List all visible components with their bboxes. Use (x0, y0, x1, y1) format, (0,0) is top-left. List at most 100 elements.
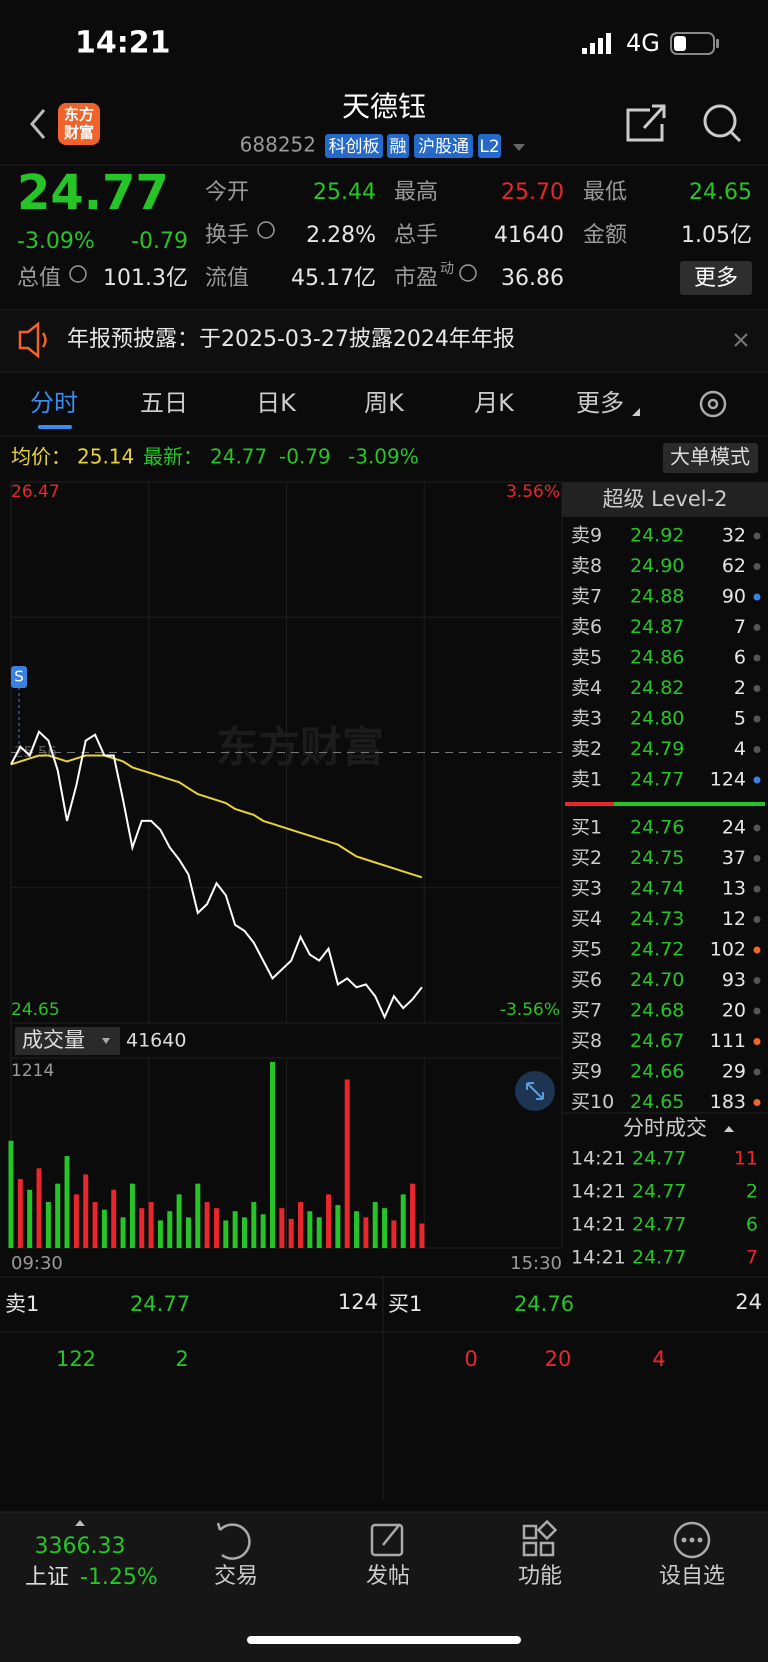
trade-qty: 11 (734, 1148, 758, 1170)
stock-name: 天德钰 (342, 90, 426, 123)
dropdown-arrow[interactable] (513, 144, 525, 151)
book-label: 卖7 (571, 586, 602, 608)
book-qty: 102 (710, 939, 746, 961)
stat-label: 金额 (583, 223, 627, 248)
book-label: 卖2 (571, 738, 602, 760)
book-qty: 7 (734, 616, 746, 638)
book-qty: 124 (710, 769, 746, 791)
back-button[interactable] (30, 109, 46, 139)
home-indicator (247, 1636, 521, 1644)
stat-label: 最低 (583, 180, 627, 205)
volume-bar (279, 1208, 285, 1248)
trades-arrow (724, 1126, 734, 1132)
tab-item[interactable]: 发帖 (366, 1564, 410, 1589)
book-price: 24.82 (630, 677, 684, 699)
stock-code: 688252 (240, 133, 316, 157)
volume-bar (148, 1202, 154, 1248)
book-label: 买2 (571, 847, 602, 869)
tab[interactable]: 更多 (576, 389, 624, 417)
logo-text: 财富 (64, 124, 94, 142)
book-price: 24.74 (630, 878, 684, 900)
stat-value: 101.3亿 (103, 266, 188, 291)
bid-label: 买1 (388, 1292, 422, 1316)
book-qty: 4 (734, 738, 746, 760)
time-start-label: 09:30 (11, 1253, 63, 1274)
volume-label: 成交量 (22, 1028, 85, 1052)
share-button[interactable] (626, 104, 666, 142)
trade-qty: 7 (746, 1247, 758, 1269)
tag-badge (387, 134, 409, 158)
volume-bar (8, 1140, 14, 1248)
latest-change: -0.79 (279, 445, 331, 469)
volume-bar (139, 1208, 145, 1248)
tab[interactable]: 分时 (30, 389, 78, 417)
logo[interactable] (58, 103, 100, 145)
book-price: 24.90 (630, 555, 684, 577)
volume-bar (176, 1194, 182, 1248)
volume-bar (251, 1202, 257, 1248)
book-price: 24.65 (630, 1091, 684, 1113)
volume-bar (372, 1202, 378, 1248)
settings-icon[interactable] (699, 390, 727, 418)
volume-bar (288, 1218, 294, 1248)
ask-label: 卖1 (5, 1292, 39, 1316)
ask-price: 24.77 (130, 1292, 190, 1316)
book-qty: 6 (734, 647, 746, 669)
book-dot (753, 746, 761, 753)
latest-value: 24.77 (210, 445, 267, 469)
volume-bar (410, 1183, 416, 1248)
tab-item[interactable]: 功能 (518, 1564, 562, 1589)
close-notice[interactable] (734, 333, 748, 347)
volume-selector[interactable] (15, 1027, 120, 1055)
price-line (10, 729, 423, 1020)
volume-bar (101, 1209, 107, 1248)
last-price: 24.77 (17, 165, 169, 221)
volume-bar (45, 1202, 51, 1248)
speaker-icon (18, 321, 47, 359)
book-qty: 93 (722, 969, 746, 991)
mode-button[interactable] (663, 443, 758, 473)
volume-bar (83, 1174, 89, 1248)
level2-header (562, 482, 768, 517)
trade-price: 24.77 (632, 1181, 686, 1203)
search-button[interactable] (703, 104, 742, 143)
volume-bar (354, 1211, 360, 1248)
price-bottom-label: 24.65 (11, 1000, 60, 1020)
book-price: 24.76 (630, 817, 684, 839)
bid-bar (614, 802, 765, 806)
tab-underline (38, 425, 72, 429)
book-label: 卖8 (571, 555, 602, 577)
tab-item[interactable]: 设自选 (659, 1564, 725, 1589)
more-button[interactable] (680, 261, 752, 295)
info-icon (69, 265, 87, 283)
volume-bar (269, 1062, 275, 1248)
tag-badge (414, 134, 473, 158)
stat-value: 2.28% (306, 223, 376, 248)
notice-text: 年报预披露：于2025-03-27披露2024年年报 (67, 327, 515, 352)
volume-bar (232, 1211, 238, 1248)
book-qty: 2 (734, 677, 746, 699)
volume-bar (419, 1223, 425, 1248)
book-label: 卖9 (571, 525, 602, 547)
book-label: 买7 (571, 1000, 602, 1022)
volume-bar (157, 1220, 163, 1248)
tab[interactable]: 五日 (140, 389, 188, 417)
book-dot (753, 593, 761, 601)
tab[interactable]: 周K (364, 389, 405, 417)
book-price: 24.75 (630, 847, 684, 869)
notice-bar[interactable] (0, 311, 768, 371)
volume-bar (298, 1202, 304, 1248)
stat-label: 市盈 (394, 266, 438, 291)
ask-qty: 124 (338, 1290, 378, 1314)
stat-value: 25.44 (313, 180, 376, 205)
marker-badge (11, 666, 27, 688)
stat-value: 36.86 (501, 266, 564, 291)
stat-label: 总手 (394, 223, 438, 248)
tab[interactable]: 月K (474, 389, 515, 417)
book-label: 买3 (571, 878, 602, 900)
tab-item[interactable]: 交易 (214, 1564, 258, 1589)
price-top-label: 26.47 (11, 482, 60, 502)
tab[interactable]: 日K (256, 389, 297, 417)
volume-bar (17, 1179, 23, 1248)
